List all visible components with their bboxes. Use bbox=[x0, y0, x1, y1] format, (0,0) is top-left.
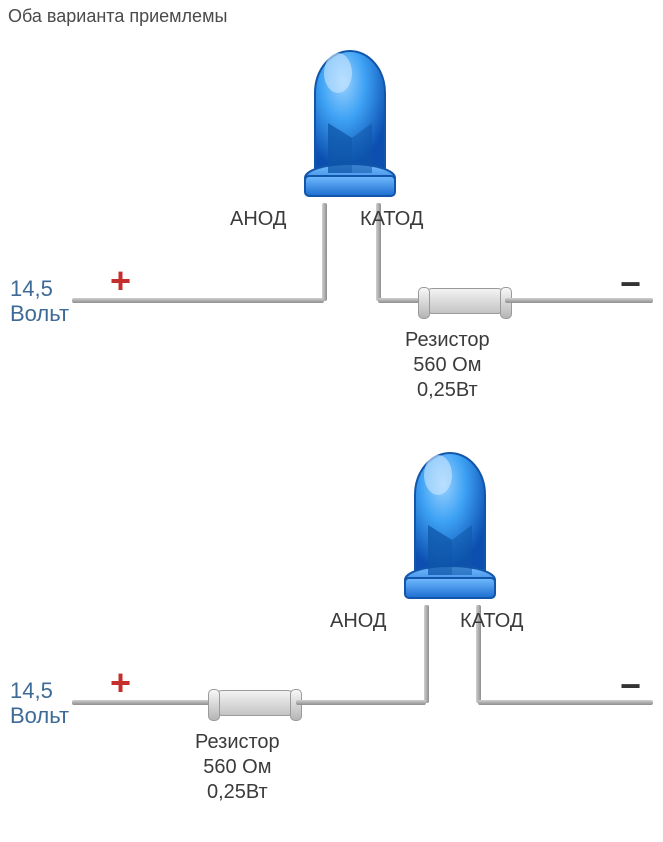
voltage-label: 14,5 Вольт bbox=[10, 276, 69, 327]
voltage-value: 14,5 bbox=[10, 678, 53, 703]
wire-left-of-resistor bbox=[72, 700, 172, 705]
voltage-unit: Вольт bbox=[10, 703, 69, 728]
wire-right bbox=[478, 700, 653, 705]
resistor-label: Резистор 560 Ом 0,25Вт bbox=[195, 730, 280, 805]
anode-label: АНОД bbox=[330, 610, 386, 633]
plus-terminal: + bbox=[110, 260, 131, 302]
resistor-value: 560 Ом bbox=[413, 354, 481, 376]
resistor-power: 0,25Вт bbox=[207, 781, 268, 803]
resistor-name: Резистор bbox=[405, 329, 490, 351]
circuit-variant-1: АНОД КАТОД + − 14,5 Вольт Резистор 560 О… bbox=[0, 38, 663, 418]
cathode-label: КАТОД bbox=[360, 208, 423, 231]
resistor bbox=[210, 690, 300, 716]
resistor-power: 0,25Вт bbox=[417, 379, 478, 401]
page-title: Оба варианта приемлемы bbox=[8, 6, 227, 27]
circuit-variant-2: АНОД КАТОД + − 14,5 Вольт Резистор 560 О… bbox=[0, 430, 663, 830]
wire-left bbox=[72, 298, 324, 303]
wire-right bbox=[505, 298, 653, 303]
resistor-value: 560 Ом bbox=[203, 756, 271, 778]
voltage-unit: Вольт bbox=[10, 301, 69, 326]
anode-label: АНОД bbox=[230, 208, 286, 231]
resistor-name: Резистор bbox=[195, 731, 280, 753]
plus-terminal: + bbox=[110, 662, 131, 704]
wire-resistor-to-led bbox=[296, 700, 426, 705]
resistor-label: Резистор 560 Ом 0,25Вт bbox=[405, 328, 490, 403]
cathode-label: КАТОД bbox=[460, 610, 523, 633]
led-icon bbox=[400, 440, 500, 630]
resistor bbox=[420, 288, 510, 314]
led-icon bbox=[300, 38, 400, 228]
voltage-value: 14,5 bbox=[10, 276, 53, 301]
voltage-label: 14,5 Вольт bbox=[10, 678, 69, 729]
